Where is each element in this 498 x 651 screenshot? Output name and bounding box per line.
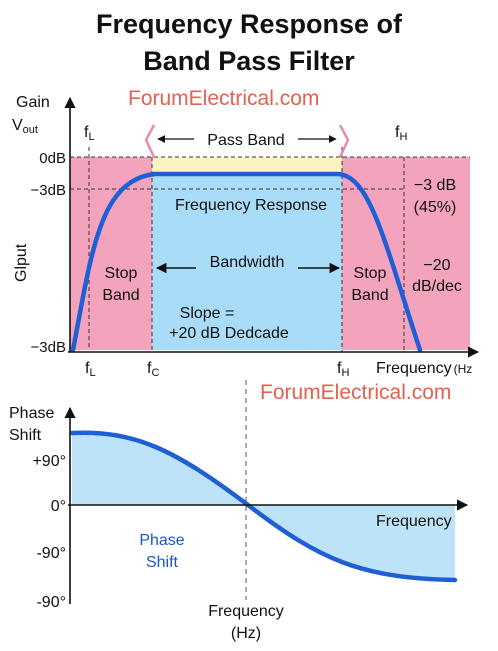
x-fc-label: fC <box>147 360 159 379</box>
phase-x-axis-label: Frequency <box>376 513 452 530</box>
phase-title-line-1: Phase <box>9 405 54 422</box>
phase-tick-minus90: -90° <box>36 545 66 562</box>
phase-center-label-line-2: (Hz) <box>231 625 261 642</box>
title-line-1: Frequency Response of <box>96 9 403 39</box>
x-fh-label: fH <box>337 360 349 379</box>
pass-band-label: Pass Band <box>207 132 284 149</box>
magnitude-x-axis-label: Frequency (Hz <box>376 360 472 377</box>
phase-area-label-line-2: Shift <box>146 554 179 571</box>
pass-band-right-chevron <box>338 124 350 158</box>
watermark-middle: ForumElectrical.com <box>260 381 451 404</box>
phase-center-label-line-1: Frequency <box>208 603 284 620</box>
stop-band-left-line-1: Stop <box>105 265 138 282</box>
bandwidth-label: Bandwidth <box>210 254 285 271</box>
tick-bottom-minus3db: −3dB <box>31 339 66 356</box>
pass-band-top-strip <box>152 157 342 172</box>
x-fl-label: fL <box>85 360 96 379</box>
phase-shift-area <box>72 432 455 580</box>
phase-area-label-line-1: Phase <box>139 532 184 549</box>
title-line-2: Band Pass Filter <box>143 46 355 76</box>
stop-band-left-region <box>70 157 152 350</box>
gain-label: Gain <box>16 94 50 111</box>
tick-minus3db: −3dB <box>31 182 66 199</box>
minus20-line-2: dB/dec <box>412 278 462 295</box>
phase-tick-bottom: -90° <box>36 594 66 611</box>
vout-label: Vout <box>12 117 38 136</box>
fl-top-label: fL <box>84 124 95 143</box>
tick-0db: 0dB <box>39 150 66 167</box>
phase-title-line-2: Shift <box>9 427 42 444</box>
frequency-response-curve <box>70 171 423 353</box>
watermark-top: ForumElectrical.com <box>128 87 319 110</box>
fh-top-label: fH <box>395 124 407 143</box>
stop-band-left-line-2: Band <box>102 287 139 304</box>
minus3db-note-line-2: (45%) <box>414 199 457 216</box>
stop-band-right-line-2: Band <box>351 287 388 304</box>
slope-line-2: +20 dB Dedcade <box>169 325 289 342</box>
glput-axis-label: Glput <box>13 243 30 282</box>
pass-band-left-chevron <box>144 124 156 158</box>
stop-band-right-line-1: Stop <box>354 265 387 282</box>
slope-line-1: Slope = <box>180 305 235 322</box>
phase-tick-0: 0° <box>51 498 66 515</box>
minus20-line-1: −20 <box>423 257 450 274</box>
minus3db-note-line-1: −3 dB <box>414 177 456 194</box>
frequency-response-label: Frequency Response <box>175 197 327 214</box>
phase-tick-plus90: +90° <box>32 453 66 470</box>
magnitude-guides <box>70 147 470 352</box>
